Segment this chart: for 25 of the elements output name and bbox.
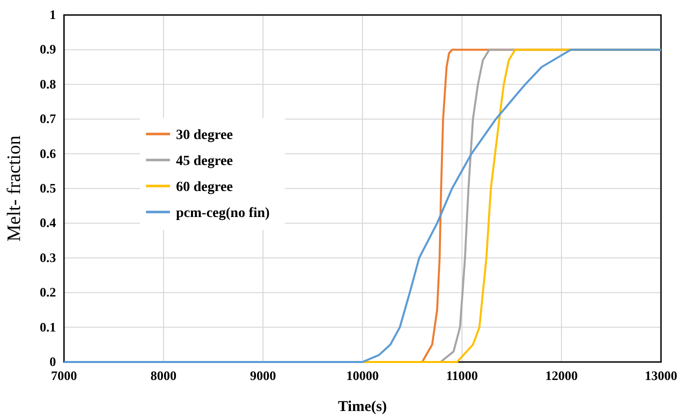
x-tick-label: 7000 (51, 368, 77, 383)
x-tick-label: 8000 (150, 368, 176, 383)
y-tick-label: 0.9 (40, 42, 56, 57)
y-tick-label: 0.7 (40, 111, 56, 126)
x-tick-label: 12000 (545, 368, 578, 383)
x-tick-label: 13000 (644, 368, 678, 383)
y-tick-label: 0.6 (40, 146, 56, 161)
x-tick-label: 9000 (250, 368, 276, 383)
legend-label: 45 degree (176, 154, 233, 169)
x-axis-title: Time(s) (338, 399, 387, 415)
y-tick-label: 0.2 (40, 284, 56, 300)
y-tick-label: 0.5 (40, 180, 56, 196)
line-series (63, 48, 662, 363)
y-tick-label: 0.1 (40, 319, 56, 334)
y-tick-label: 0 (50, 354, 56, 369)
legend-label: 30 degree (176, 128, 233, 143)
y-tick-label: 0.4 (40, 215, 56, 230)
x-tick-label: 11000 (446, 368, 478, 383)
x-tick-label: 10000 (346, 368, 379, 383)
y-axis-title: Melt- fraction (4, 134, 25, 242)
legend-label: 60 degree (176, 180, 233, 195)
y-tick-label: 0.3 (40, 250, 56, 265)
y-tick-label: 0.8 (40, 76, 56, 92)
y-tick-label: 1 (50, 7, 56, 22)
legend-label: pcm-ceg(no fin) (176, 206, 270, 221)
